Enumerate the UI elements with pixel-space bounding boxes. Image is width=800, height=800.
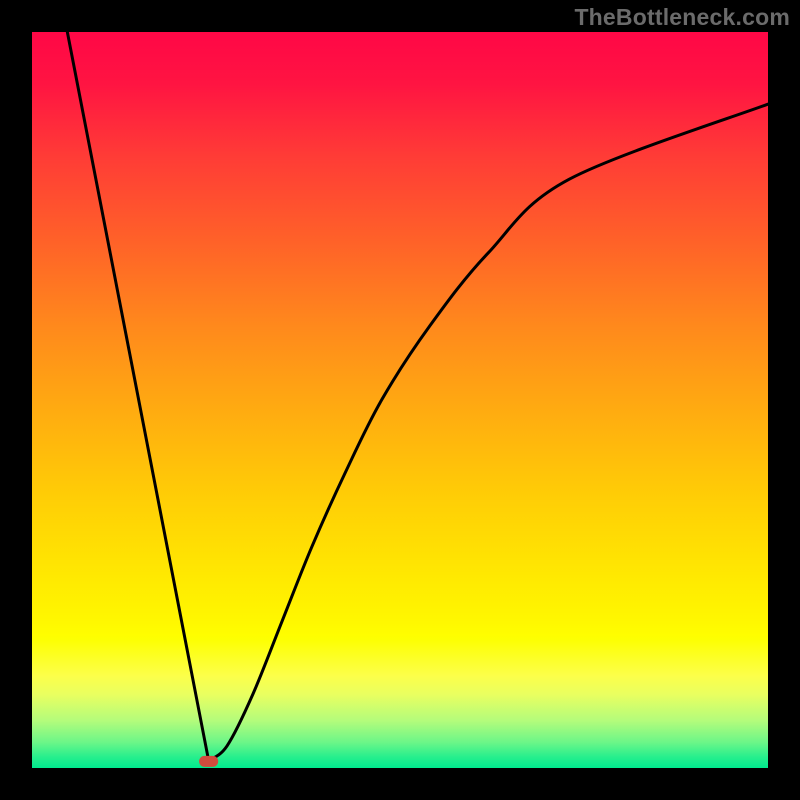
minimum-marker xyxy=(199,756,218,767)
chart-container: TheBottleneck.com xyxy=(0,0,800,800)
attribution-label: TheBottleneck.com xyxy=(574,4,790,31)
bottleneck-chart xyxy=(0,0,800,800)
